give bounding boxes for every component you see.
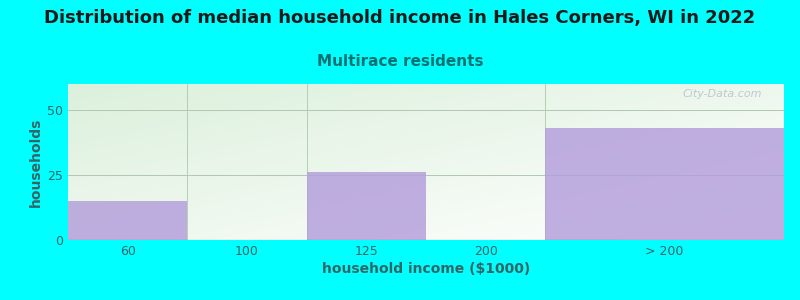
Bar [546, 128, 784, 240]
Text: Multirace residents: Multirace residents [317, 54, 483, 69]
Bar [68, 201, 187, 240]
Bar [306, 172, 426, 240]
Text: Distribution of median household income in Hales Corners, WI in 2022: Distribution of median household income … [44, 9, 756, 27]
X-axis label: household income ($1000): household income ($1000) [322, 262, 530, 276]
Text: City-Data.com: City-Data.com [683, 89, 762, 99]
Y-axis label: households: households [29, 117, 43, 207]
